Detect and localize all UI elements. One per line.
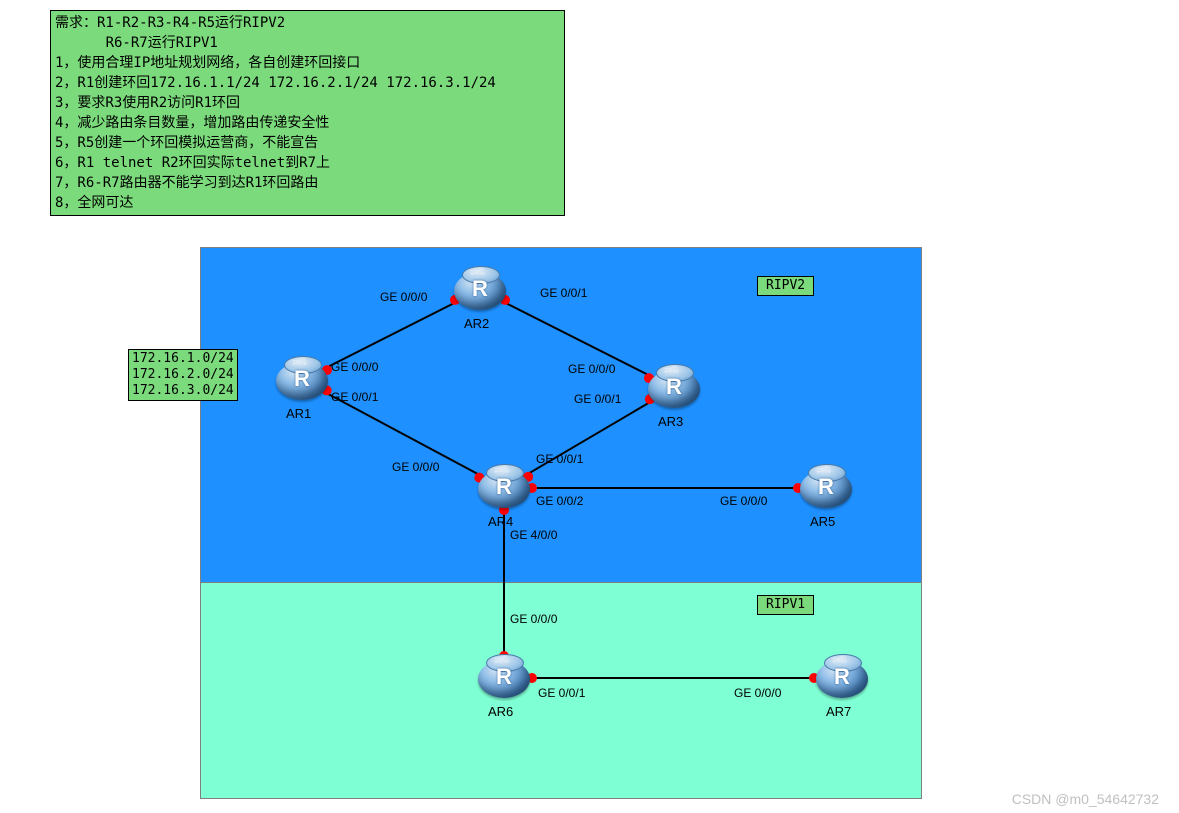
req-line: 8，全网可达 — [55, 193, 560, 213]
ip-line: 172.16.3.0/24 — [132, 383, 234, 399]
ripv1-label: RIPV1 — [757, 595, 814, 615]
router-ar4[interactable]: ⇄⇅R — [478, 470, 530, 514]
interface-label: GE 0/0/0 — [568, 362, 615, 376]
ip-line: 172.16.2.0/24 — [132, 367, 234, 383]
req-line: 3，要求R3使用R2访问R1环回 — [55, 93, 560, 113]
router-label-ar6: AR6 — [488, 704, 513, 719]
req-line: 7，R6-R7路由器不能学习到达R1环回路由 — [55, 173, 560, 193]
ip-networks-box: 172.16.1.0/24 172.16.2.0/24 172.16.3.0/2… — [128, 349, 238, 401]
req-line: 需求：R1-R2-R3-R4-R5运行RIPV2 — [55, 13, 560, 33]
req-line: 1，使用合理IP地址规划网络，各自创建环回接口 — [55, 53, 560, 73]
router-ar2[interactable]: ⇄⇅R — [454, 272, 506, 316]
interface-label: GE 0/0/0 — [380, 290, 427, 304]
req-line: 2，R1创建环回172.16.1.1/24 172.16.2.1/24 172.… — [55, 73, 560, 93]
router-ar6[interactable]: ⇄⇅R — [478, 660, 530, 704]
req-line: R6-R7运行RIPV1 — [55, 33, 560, 53]
router-ar3[interactable]: ⇄⇅R — [648, 370, 700, 414]
router-label-ar1: AR1 — [286, 406, 311, 421]
req-line: 5，R5创建一个环回模拟运营商，不能宣告 — [55, 133, 560, 153]
interface-label: GE 0/0/1 — [331, 390, 378, 404]
interface-label: GE 4/0/0 — [510, 528, 557, 542]
ripv2-label: RIPV2 — [757, 276, 814, 296]
interface-label: GE 0/0/1 — [574, 392, 621, 406]
req-line: 4，减少路由条目数量，增加路由传递安全性 — [55, 113, 560, 133]
interface-label: GE 0/0/2 — [536, 494, 583, 508]
router-label-ar3: AR3 — [658, 414, 683, 429]
ip-line: 172.16.1.0/24 — [132, 351, 234, 367]
interface-label: GE 0/0/0 — [392, 460, 439, 474]
router-label-ar5: AR5 — [810, 514, 835, 529]
req-line: 6，R1 telnet R2环回实际telnet到R7上 — [55, 153, 560, 173]
router-label-ar7: AR7 — [826, 704, 851, 719]
router-ar7[interactable]: ⇄⇅R — [816, 660, 868, 704]
requirements-box: 需求：R1-R2-R3-R4-R5运行RIPV2 R6-R7运行RIPV1 1，… — [50, 10, 565, 216]
router-ar5[interactable]: ⇄⇅R — [800, 470, 852, 514]
router-ar1[interactable]: ⇄⇅R — [276, 362, 328, 406]
interface-label: GE 0/0/1 — [536, 452, 583, 466]
router-label-ar4: AR4 — [488, 514, 513, 529]
interface-label: GE 0/0/1 — [540, 286, 587, 300]
router-label-ar2: AR2 — [464, 316, 489, 331]
watermark: CSDN @m0_54642732 — [1012, 791, 1159, 807]
interface-label: GE 0/0/1 — [538, 686, 585, 700]
interface-label: GE 0/0/0 — [510, 612, 557, 626]
interface-label: GE 0/0/0 — [331, 360, 378, 374]
interface-label: GE 0/0/0 — [734, 686, 781, 700]
interface-label: GE 0/0/0 — [720, 494, 767, 508]
